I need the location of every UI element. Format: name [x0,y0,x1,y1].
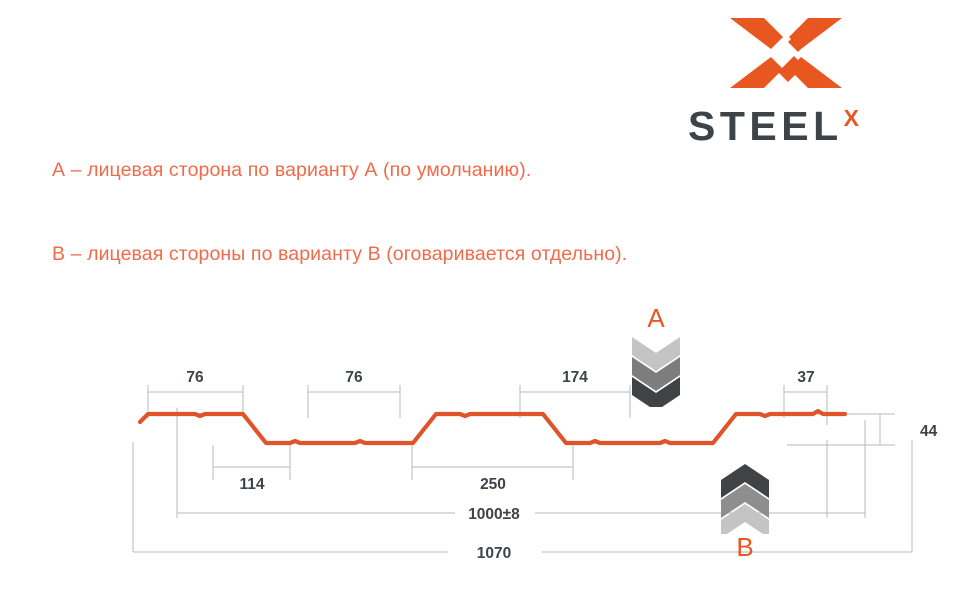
caption-variant-b: В – лицевая стороны по варианту В (огова… [52,243,628,265]
brand-name-main: STEEL [688,103,843,149]
dimension-labels: 76 76 174 37 114 250 1000±8 1070 44 [186,369,937,562]
brand-name-superscript: X [843,105,859,131]
dim-37: 37 [797,369,814,386]
dim-174: 174 [562,369,588,386]
dim-44: 44 [920,423,938,440]
chevron-up-icon [721,464,769,534]
brand-wordmark: STEEL X [688,103,902,149]
dim-250: 250 [480,476,506,493]
face-b-letter: В [736,532,754,562]
dim-114: 114 [239,476,264,493]
steelx-x-monogram-icon [726,14,846,92]
dim-76-left: 76 [186,369,204,386]
brand-logo: STEEL X [688,14,902,147]
profile-technical-drawing: 76 76 174 37 114 250 1000±8 1070 44 [132,369,938,562]
caption-variant-a: А – лицевая сторона по варианту А (по ум… [52,159,532,181]
face-a-marker: А [628,303,684,407]
dim-1000: 1000±8 [468,506,520,523]
profile-outline [137,408,848,446]
dim-76-mid: 76 [345,369,363,386]
chevron-down-icon [632,337,680,407]
face-a-letter: А [647,303,665,333]
face-b-marker: В [717,462,773,562]
dimension-lines [132,385,913,553]
dim-1070: 1070 [477,545,511,562]
